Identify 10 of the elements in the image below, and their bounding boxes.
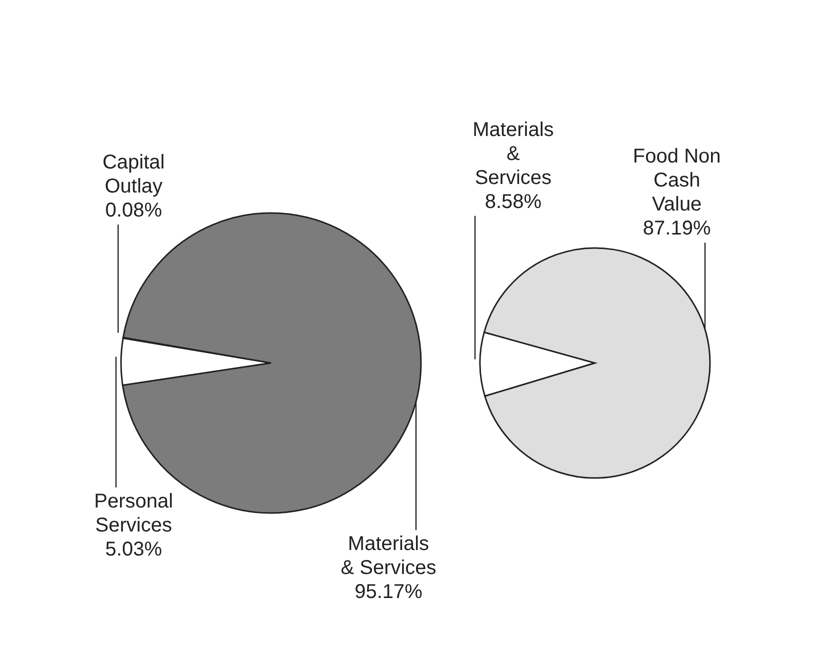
- data-label: 0.08%: [105, 200, 162, 222]
- slice-label: Materials & Services: [340, 533, 436, 580]
- data-label: 87.19%: [642, 218, 711, 240]
- data-label: 95.17%: [354, 581, 423, 604]
- data-label: 5.03%: [105, 538, 162, 560]
- slice-label: Capital Outlay: [102, 152, 165, 198]
- slice-label: Personal Services: [94, 490, 174, 536]
- slice-label: Food Non Cash Value: [632, 146, 721, 216]
- data-label: 8.58%: [484, 190, 542, 213]
- slice-label: Materials & Services: [472, 118, 554, 189]
